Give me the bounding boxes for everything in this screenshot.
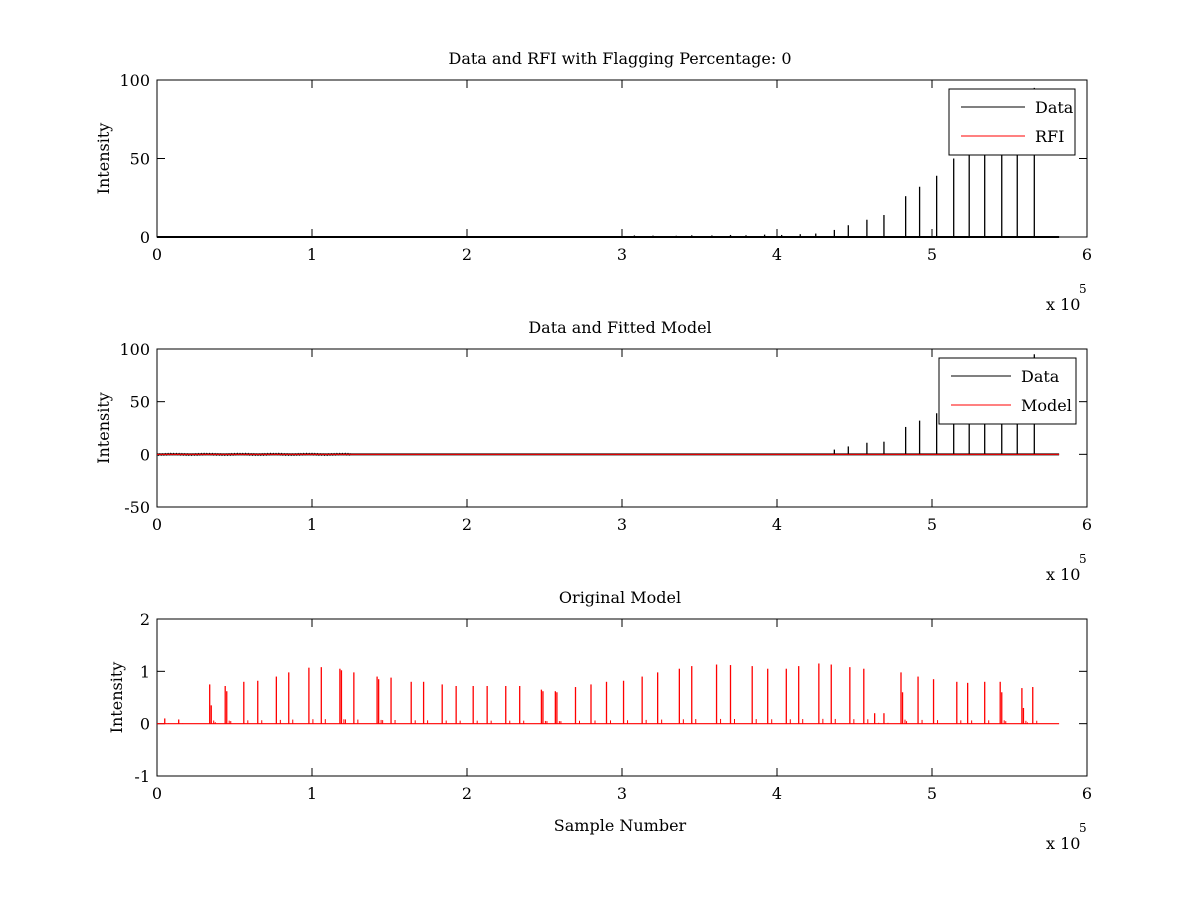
y-tick-label: 50 <box>130 150 150 169</box>
legend-label-model: Model <box>1021 396 1072 415</box>
y-tick-label: 0 <box>140 445 150 464</box>
y-tick-label: 2 <box>140 610 150 629</box>
x-tick-label: 6 <box>1082 784 1092 803</box>
x-tick-label: 0 <box>152 784 162 803</box>
y-tick-label: 0 <box>140 715 150 734</box>
x-tick-label: 6 <box>1082 245 1092 264</box>
x-tick-label: 2 <box>462 515 472 534</box>
y-axis-label: Intensity <box>94 392 113 464</box>
x-tick-label: 4 <box>772 784 782 803</box>
legend: Data RFI <box>948 88 1076 156</box>
y-tick-label: 50 <box>130 393 150 412</box>
x-multiplier-base: x 10 <box>1046 834 1080 853</box>
x-tick-label: 1 <box>307 245 317 264</box>
x-tick-label: 4 <box>772 515 782 534</box>
x-tick-label: 5 <box>927 515 937 534</box>
x-tick-label: 2 <box>462 245 472 264</box>
x-multiplier-exponent: 5 <box>1079 821 1087 835</box>
chart-title: Data and Fitted Model <box>528 318 711 337</box>
chart-title: Data and RFI with Flagging Percentage: 0 <box>448 49 791 68</box>
x-multiplier-base: x 10 <box>1046 295 1080 314</box>
legend-label-data: Data <box>1035 98 1074 117</box>
legend-label-rfi: RFI <box>1035 127 1064 146</box>
legend-box <box>948 88 1076 156</box>
x-tick-label: 2 <box>462 784 472 803</box>
x-multiplier-exponent: 5 <box>1079 282 1087 296</box>
x-multiplier-exponent: 5 <box>1079 552 1087 566</box>
x-tick-label: 4 <box>772 245 782 264</box>
y-tick-label: 100 <box>119 71 150 90</box>
x-tick-label: 0 <box>152 515 162 534</box>
legend-box <box>938 357 1077 425</box>
x-tick-label: 5 <box>927 245 937 264</box>
plot-frame <box>156 79 1088 238</box>
x-tick-label: 6 <box>1082 515 1092 534</box>
x-axis-label: Sample Number <box>554 816 687 835</box>
y-tick-label: 0 <box>140 228 150 247</box>
x-tick-label: 3 <box>617 515 627 534</box>
plot-frame <box>156 618 1088 777</box>
y-tick-label: -50 <box>124 498 150 517</box>
chart-title: Original Model <box>559 588 681 607</box>
y-tick-label: 100 <box>119 340 150 359</box>
legend-label-data: Data <box>1021 367 1060 386</box>
x-tick-label: 3 <box>617 784 627 803</box>
x-tick-label: 1 <box>307 784 317 803</box>
y-tick-label: 1 <box>140 662 150 681</box>
y-axis-label: Intensity <box>107 662 126 734</box>
x-tick-label: 0 <box>152 245 162 264</box>
y-tick-label: -1 <box>134 767 150 786</box>
x-tick-label: 3 <box>617 245 627 264</box>
x-multiplier-base: x 10 <box>1046 565 1080 584</box>
x-tick-label: 1 <box>307 515 317 534</box>
x-tick-label: 5 <box>927 784 937 803</box>
y-axis-label: Intensity <box>94 123 113 195</box>
legend: Data Model <box>938 357 1077 425</box>
